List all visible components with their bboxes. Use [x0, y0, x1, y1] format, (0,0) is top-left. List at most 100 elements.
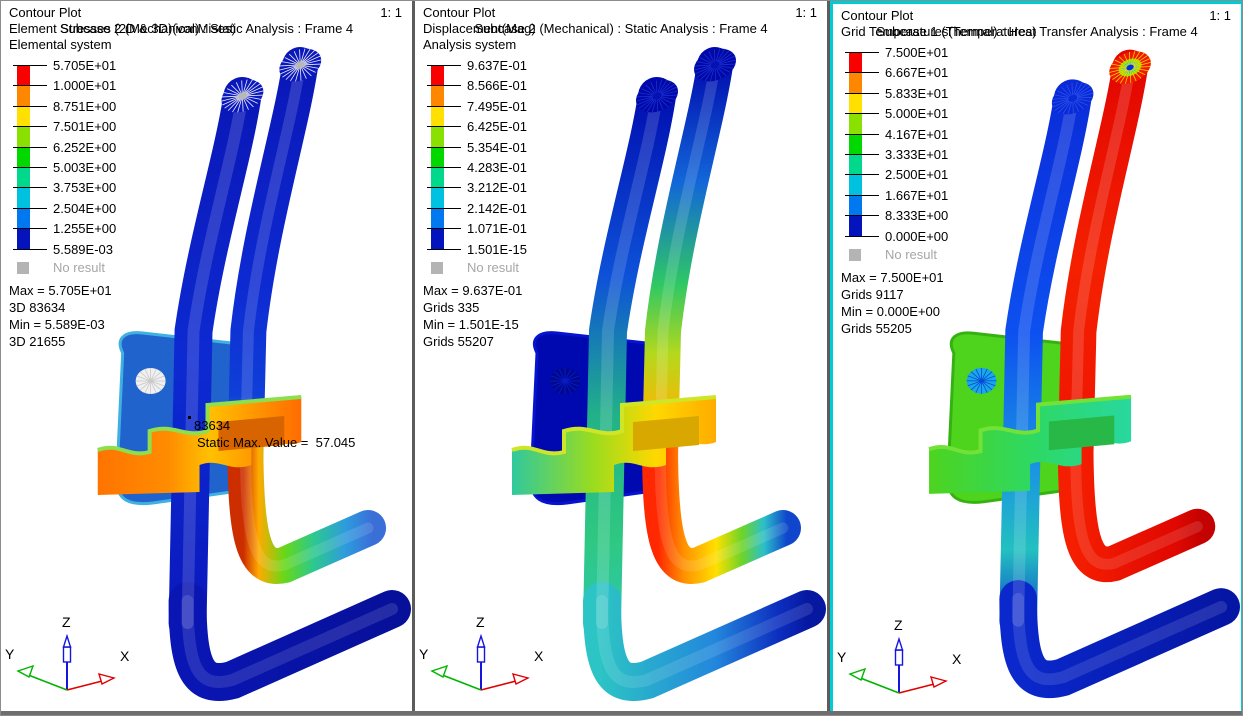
panel-divider: [827, 1, 830, 715]
panel-divider: [412, 1, 415, 715]
tube-end-cap: [1051, 81, 1094, 115]
header-row: Subcase 1 (Thermal) : Heat Transfer Anal…: [841, 24, 1233, 40]
max-entity-line: Grids 335: [423, 300, 480, 315]
legend-tick: [427, 248, 461, 250]
tube-clamp: [928, 394, 1132, 494]
back-tube: [1057, 49, 1216, 582]
view-scale: 1: 1: [380, 5, 402, 20]
min-value-line: Min = 5.589E-03: [9, 317, 105, 332]
legend-value: 8.751E+00: [53, 98, 117, 114]
legend-value: 1.000E+01: [53, 78, 117, 94]
legend-value: 2.142E-01: [467, 200, 527, 216]
annotation-anchor-dot: [188, 416, 191, 419]
result-system-label: Elemental system: [9, 37, 112, 52]
window-bottom-edge: [1, 711, 1242, 715]
legend-value: 6.252E+00: [53, 139, 117, 155]
tube-end-cap: [1109, 51, 1152, 84]
viewport-panel-stress[interactable]: Contour Plot 1: 1 Subcase 2 (Mechanical)…: [1, 1, 412, 716]
legend-value: 8.333E+00: [885, 208, 949, 224]
legend-tick: [13, 228, 47, 230]
legend-tick: [13, 85, 47, 87]
front-tube: [168, 77, 412, 701]
legend-tick: [13, 248, 47, 250]
subcase-title: Subcase 1 (Thermal) : Heat Transfer Anal…: [876, 24, 1198, 39]
legend-value: 5.003E+00: [53, 160, 117, 175]
no-result-label: No result: [885, 247, 938, 262]
legend-value: 3.753E+00: [53, 180, 117, 196]
legend-color-bar: [849, 52, 862, 236]
axis-triad: Z Y X: [5, 614, 130, 691]
result-type-label: Element Stresses (2D & 3D)(vonMises): [9, 21, 236, 36]
legend-tick: [13, 105, 47, 107]
contour-plot-label: Contour Plot: [841, 8, 914, 23]
legend-value: 4.283E-01: [467, 160, 527, 175]
legend-value: 6.425E-01: [467, 119, 527, 135]
no-result-swatch: [431, 262, 443, 274]
legend-tick: [427, 207, 461, 209]
legend-value: 1.667E+01: [885, 187, 949, 203]
y-axis-label: Y: [419, 646, 429, 662]
legend-value: 9.637E-01: [467, 58, 527, 73]
tube-end-cap: [279, 48, 322, 82]
legend-tick: [13, 126, 47, 128]
legend-value: 5.589E-03: [53, 241, 113, 257]
legend-value: 2.500E+01: [885, 167, 949, 183]
model-3d-view[interactable]: [1, 1, 412, 716]
legend-tick: [13, 146, 47, 148]
viewport-panel-displacement[interactable]: Contour Plot 1: 1 Subcase 2 (Mechanical)…: [415, 1, 827, 716]
tube-end-cap: [221, 79, 264, 113]
legend-tick: [845, 215, 879, 217]
z-axis-label: Z: [62, 614, 71, 630]
max-entity-line: Grids 9117: [841, 287, 904, 302]
model-3d-view[interactable]: [415, 1, 827, 716]
legend-tick: [13, 167, 47, 168]
axis-triad: Z Y X: [837, 617, 962, 694]
annotation-value-text: Static Max. Value = 57.045: [197, 435, 356, 450]
legend-value: 3.212E-01: [467, 180, 527, 196]
x-axis-label: X: [120, 648, 130, 664]
viewport-panel-temperature[interactable]: Contour Plot 1: 1 Subcase 1 (Thermal) : …: [830, 1, 1242, 715]
front-tube: [999, 79, 1241, 699]
legend-value: 1.501E-15: [467, 241, 527, 257]
view-scale: 1: 1: [795, 5, 817, 20]
min-entity-line: Grids 55207: [423, 334, 494, 349]
header-row: Contour Plot 1: 1: [9, 5, 404, 21]
no-result-label: No result: [467, 260, 520, 275]
legend-value: 8.566E-01: [467, 78, 527, 94]
min-entity-line: 3D 21655: [9, 334, 66, 349]
y-axis-label: Y: [5, 646, 15, 662]
legend-color-bar: [17, 65, 30, 249]
max-value-line: Max = 5.705E+01: [9, 283, 112, 298]
contour-plot-label: Contour Plot: [423, 5, 496, 20]
legend-tick: [845, 133, 879, 135]
x-axis-label: X: [952, 651, 962, 667]
result-system-label: Analysis system: [423, 37, 517, 52]
minmax-stats: Max = 9.637E-01 Grids 335 Min = 1.501E-1…: [423, 283, 653, 351]
legend-value: 7.500E+01: [885, 45, 949, 60]
legend-value: 2.504E+00: [53, 200, 117, 216]
tube-end-cap: [693, 48, 737, 82]
legend-tick: [427, 65, 461, 66]
min-value-line: Min = 0.000E+00: [841, 304, 941, 319]
legend-value: 1.071E-01: [467, 221, 527, 237]
z-axis-label: Z: [894, 617, 903, 633]
legend-tick: [845, 92, 879, 94]
max-annotation[interactable]: 83634 Static Max. Value = 57.045: [187, 414, 412, 458]
y-axis-label: Y: [837, 649, 847, 665]
legend-tick: [427, 146, 461, 148]
legend-tick: [845, 194, 879, 196]
legend-tick: [427, 187, 461, 189]
model-3d-view[interactable]: [833, 4, 1241, 714]
legend-tick: [845, 154, 879, 155]
z-axis-label: Z: [476, 614, 485, 630]
no-result-swatch: [849, 249, 861, 261]
legend-value: 0.000E+00: [885, 228, 949, 244]
subcase-title: Subcase 2 (Mechanical) : Static Analysis…: [474, 21, 768, 36]
legend-tick: [427, 228, 461, 230]
axis-triad: Z Y X: [419, 614, 544, 691]
legend-value: 4.167E+01: [885, 126, 949, 142]
result-type-label: Grid Temperatures(Temperatures): [841, 24, 1037, 39]
header-row: Contour Plot 1: 1: [423, 5, 819, 21]
header-row: Analysis system: [423, 37, 819, 53]
tube-clamp: [97, 395, 302, 495]
